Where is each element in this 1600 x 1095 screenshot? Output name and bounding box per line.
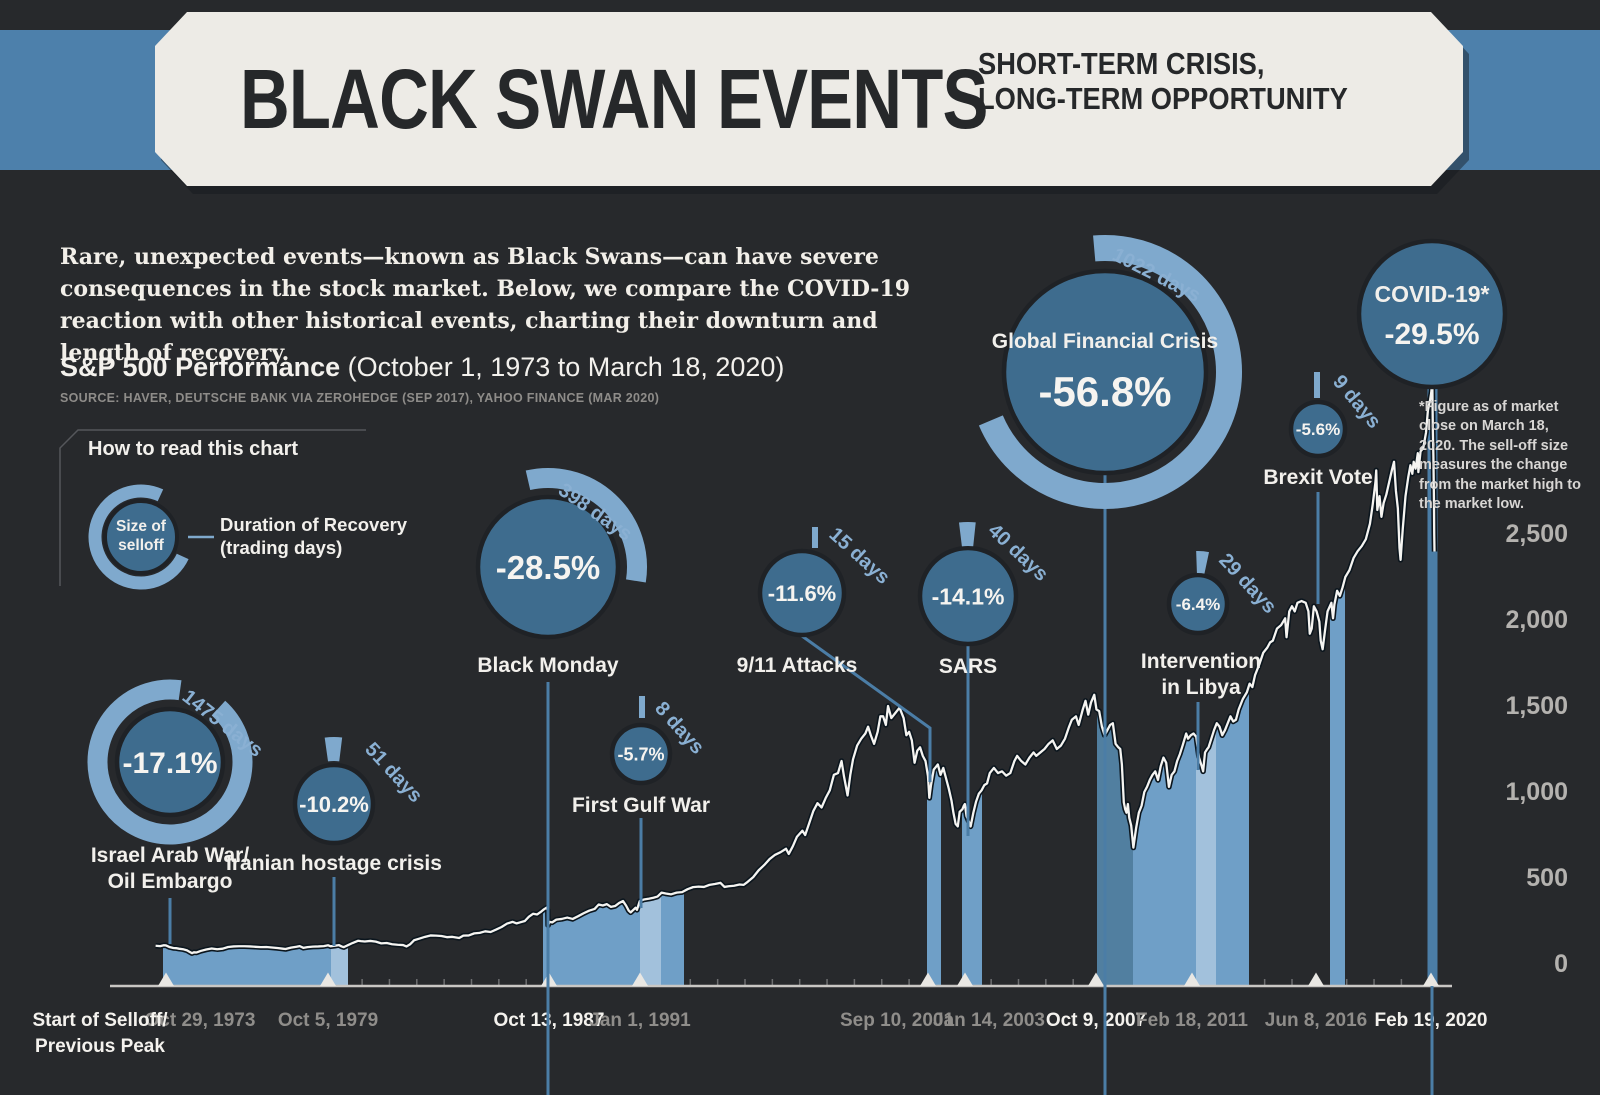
legend-circle-label: Size of — [116, 518, 167, 535]
event-date-triangle — [920, 972, 936, 986]
legend-border — [59, 429, 366, 586]
event-bubble-nine-eleven-attacks — [757, 548, 847, 638]
recovery-arc-iranian-hostage-crisis — [324, 737, 343, 762]
event-date-triangle — [957, 972, 973, 986]
x-axis-title-line1: Start of Selloff/ — [32, 1010, 168, 1031]
selloff-pct-black-monday: -28.5% — [496, 549, 601, 586]
selloff-pct-covid-19: -29.5% — [1384, 318, 1479, 351]
chart-heading-title: S&P 500 Performance — [60, 352, 341, 382]
y-tick-label: 1,000 — [1505, 778, 1568, 806]
recovery-band — [1097, 709, 1133, 985]
page-title: BLACK SWAN EVENTS — [240, 51, 988, 146]
recovery-band — [927, 764, 941, 985]
event-bubble-iranian-hostage-crisis — [292, 762, 376, 846]
recovery-arc-global-financial-crisis — [978, 235, 1242, 509]
event-date-triangle — [158, 972, 174, 986]
event-date-triangle — [1184, 972, 1200, 986]
recovery-band — [1196, 725, 1216, 985]
recovery-band — [1330, 578, 1345, 985]
event-name-intervention-in-libya: Intervention — [1141, 650, 1261, 673]
intro-paragraph: Rare, unexpected events—known as Black S… — [60, 244, 911, 366]
event-date-triangle — [1088, 972, 1104, 986]
event-name-sars: SARS — [939, 655, 997, 678]
event-name-covid-19: COVID-19* — [1374, 281, 1489, 307]
event-bubble-brexit-vote — [1288, 399, 1348, 459]
recovery-band — [962, 789, 982, 985]
event-bubble-global-financial-crisis — [1001, 268, 1209, 476]
event-date-triangle — [1308, 972, 1324, 986]
selloff-pct-sars: -14.1% — [932, 583, 1005, 609]
event-name-israel-arab-war: Israel Arab War/ — [91, 844, 250, 867]
event-name-global-financial-crisis: Global Financial Crisis — [992, 330, 1218, 353]
source-line: SOURCE: HAVER, DEUTSCHE BANK VIA ZEROHED… — [60, 391, 660, 405]
axis-date-label: Oct 5, 1979 — [278, 1010, 378, 1031]
axis-date-label: Jun 8, 2016 — [1265, 1010, 1367, 1031]
chart-heading-range: (October 1, 1973 to March 18, 2020) — [340, 352, 785, 382]
recovery-band — [1216, 685, 1249, 985]
covid-footnote: *Figure as of market close on March 18, … — [1419, 399, 1581, 513]
event-name-israel-arab-war: Oil Embargo — [108, 870, 233, 893]
axis-date-label: Oct 9, 2007 — [1046, 1010, 1146, 1031]
axis-date-label: Jan 14, 2003 — [933, 1010, 1045, 1031]
legend-arc-label: Duration of Recovery — [220, 514, 408, 535]
recovery-band — [1133, 733, 1196, 985]
recovery-arc-israel-arab-war — [87, 679, 253, 845]
selloff-pct-brexit-vote: -5.6% — [1296, 420, 1340, 439]
chart-heading: S&P 500 Performance (October 1, 1973 to … — [60, 352, 784, 383]
axis-date-label: Sep 10, 2001 — [840, 1010, 955, 1031]
selloff-pct-intervention-in-libya: -6.4% — [1176, 595, 1220, 614]
subtitle-line-2: LONG-TERM OPPORTUNITY — [978, 81, 1348, 117]
x-axis-title-line2: Previous Peak — [35, 1036, 165, 1057]
legend-circle-label: selloff — [118, 537, 164, 554]
legend-selloff-circle — [103, 499, 179, 575]
selloff-pct-israel-arab-war: -17.1% — [122, 747, 217, 780]
sp500-line — [155, 380, 1436, 955]
event-name-black-monday: Black Monday — [477, 654, 619, 677]
event-bubble-covid-19 — [1356, 238, 1508, 390]
y-tick-label: 0 — [1554, 950, 1568, 978]
selloff-pct-first-gulf-war: -5.7% — [617, 744, 664, 764]
event-date-triangle — [320, 972, 336, 986]
legend-arc-label: (trading days) — [220, 537, 342, 558]
recovery-band — [331, 945, 348, 985]
axis-date-label: Oct 29, 1973 — [145, 1010, 256, 1031]
selloff-pct-iranian-hostage-crisis: -10.2% — [299, 792, 369, 817]
y-tick-label: 2,500 — [1505, 520, 1568, 548]
event-bubble-intervention-in-libya — [1166, 572, 1230, 636]
event-date-triangle — [1423, 972, 1439, 986]
event-name-nine-eleven-attacks: 9/11 Attacks — [737, 654, 858, 677]
event-bubble-israel-arab-war — [114, 706, 226, 818]
y-tick-label: 500 — [1526, 864, 1568, 892]
legend-title: How to read this chart — [88, 438, 298, 460]
recovery-band — [163, 945, 331, 985]
event-name-intervention-in-libya: in Libya — [1161, 676, 1241, 699]
y-tick-label: 2,000 — [1505, 606, 1568, 634]
recovery-band — [661, 891, 684, 985]
y-tick-label: 1,500 — [1505, 692, 1568, 720]
recovery-band — [543, 901, 640, 985]
event-name-iranian-hostage-crisis: Iranian hostage crisis — [226, 852, 442, 875]
page-subtitle: SHORT-TERM CRISIS, LONG-TERM OPPORTUNITY — [978, 46, 1348, 116]
subtitle-line-1: SHORT-TERM CRISIS, — [978, 46, 1265, 81]
recovery-arc-black-monday — [525, 468, 647, 583]
recovery-band — [640, 893, 661, 985]
legend-duration-arc — [88, 484, 189, 590]
event-name-brexit-vote: Brexit Vote — [1263, 466, 1372, 489]
recovery-arc-intervention-in-libya — [1196, 551, 1210, 574]
event-connector-nine-eleven-attacks — [801, 634, 932, 782]
event-bubble-first-gulf-war — [609, 722, 673, 786]
event-bubble-sars — [917, 545, 1019, 647]
axis-date-label: Feb 18, 2011 — [1136, 1010, 1248, 1031]
selloff-pct-nine-eleven-attacks: -11.6% — [768, 581, 837, 606]
recovery-band — [1427, 387, 1438, 986]
selloff-pct-global-financial-crisis: -56.8% — [1038, 368, 1171, 415]
axis-date-label: Jan 1, 1991 — [589, 1010, 691, 1031]
event-bubble-black-monday — [475, 494, 621, 640]
header-banner: BLACK SWAN EVENTS SHORT-TERM CRISIS, LON… — [155, 12, 1463, 186]
event-date-triangle — [632, 972, 648, 986]
event-name-first-gulf-war: First Gulf War — [572, 794, 710, 817]
